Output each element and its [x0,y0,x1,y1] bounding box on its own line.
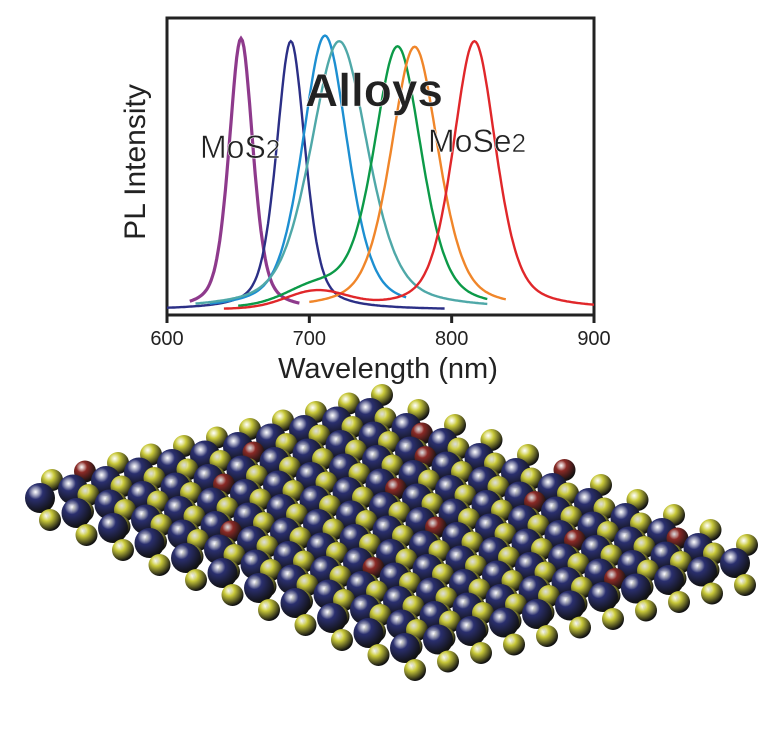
sulfur-atom [75,524,98,546]
metal-atom [207,558,238,588]
plot-frame [165,16,596,317]
spectrum-line [167,39,445,310]
sulfur-atom [569,616,591,639]
x-tick-label: 700 [293,328,326,350]
metal-atom [522,599,552,629]
sulfur-atom [734,574,756,596]
spectrum-line [223,39,595,310]
metal-atom [456,616,486,646]
sulfur-atom [602,608,624,630]
spectrum-line [195,39,488,306]
sulfur-atom [668,591,690,613]
sulfur-atom [39,509,61,531]
metal-atom [720,548,750,578]
metal-atom [555,590,585,621]
x-tick-label: 900 [577,328,610,350]
sulfur-atom [536,625,558,647]
metal-atom [98,513,128,543]
x-axis: 600 700 800 900 [150,315,611,350]
spectrum-line [309,45,507,304]
metal-atom [654,565,684,595]
sulfur-atom [470,642,492,664]
metal-atom [134,528,165,558]
metal-atom [25,483,55,513]
metal-atom [588,582,618,612]
annotation-mos2: MoS2 [200,129,280,165]
metal-atom [317,603,347,633]
spectrum-line [209,34,407,305]
sulfur-atom [185,569,207,591]
sulfur-atom [148,554,171,576]
sulfur-atom [331,629,353,651]
metal-atom [280,588,311,618]
metal-atom [621,573,651,604]
metal-atom [244,573,274,603]
sulfur-atom [294,614,317,636]
metal-atom [171,543,201,573]
pl-spectra-chart: 600 700 800 900 Wavelength (nm) PL Intensit… [119,16,611,385]
sulfur-atom [258,599,280,621]
sulfur-atom [437,650,459,673]
metal-atom [687,556,717,587]
spectrum-line [238,45,488,307]
annotation-alloys: Alloys [305,64,443,116]
x-tick-label: 800 [435,328,468,350]
metal-atom [353,618,384,648]
sulfur-atom [635,599,657,622]
x-tick-label: 600 [150,328,183,350]
sulfur-atom [404,659,426,681]
annotation-mose2: MoSe2 [428,123,526,159]
metal-atom [489,607,519,638]
sulfur-atom [112,539,134,561]
alloy-lattice-model [25,384,758,681]
sulfur-atom [701,582,723,605]
y-axis-label: PL Intensity [119,84,152,240]
sulfur-atom [367,644,390,666]
curves [167,34,595,310]
x-axis-label: Wavelength (nm) [278,353,498,385]
metal-atom [390,633,420,663]
sulfur-atom [503,633,525,656]
metal-atom [61,498,92,528]
metal-atom [423,624,453,655]
sulfur-atom [221,584,244,606]
